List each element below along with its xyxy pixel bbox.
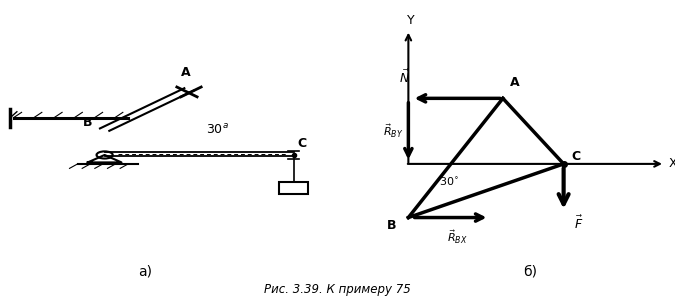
Text: $\vec{N}$: $\vec{N}$ bbox=[400, 69, 410, 86]
Text: A: A bbox=[510, 76, 519, 89]
Text: $30^a$: $30^a$ bbox=[206, 123, 229, 136]
Text: б): б) bbox=[523, 264, 537, 278]
Text: а): а) bbox=[138, 264, 152, 278]
Text: $\vec{R}_{BY}$: $\vec{R}_{BY}$ bbox=[383, 122, 403, 140]
Text: C: C bbox=[297, 137, 306, 150]
Text: Y: Y bbox=[407, 14, 415, 27]
Text: X: X bbox=[668, 157, 675, 170]
Text: $30^{\circ}$: $30^{\circ}$ bbox=[439, 176, 458, 188]
Text: C: C bbox=[572, 150, 581, 163]
Text: $\vec{F}$: $\vec{F}$ bbox=[574, 215, 583, 232]
Text: $\vec{R}_{BX}$: $\vec{R}_{BX}$ bbox=[447, 228, 468, 246]
Text: B: B bbox=[83, 116, 92, 129]
Bar bbox=[279, 182, 308, 194]
Text: B: B bbox=[387, 219, 396, 232]
Text: Рис. 3.39. К примеру 75: Рис. 3.39. К примеру 75 bbox=[264, 283, 411, 296]
Text: A: A bbox=[181, 66, 190, 79]
